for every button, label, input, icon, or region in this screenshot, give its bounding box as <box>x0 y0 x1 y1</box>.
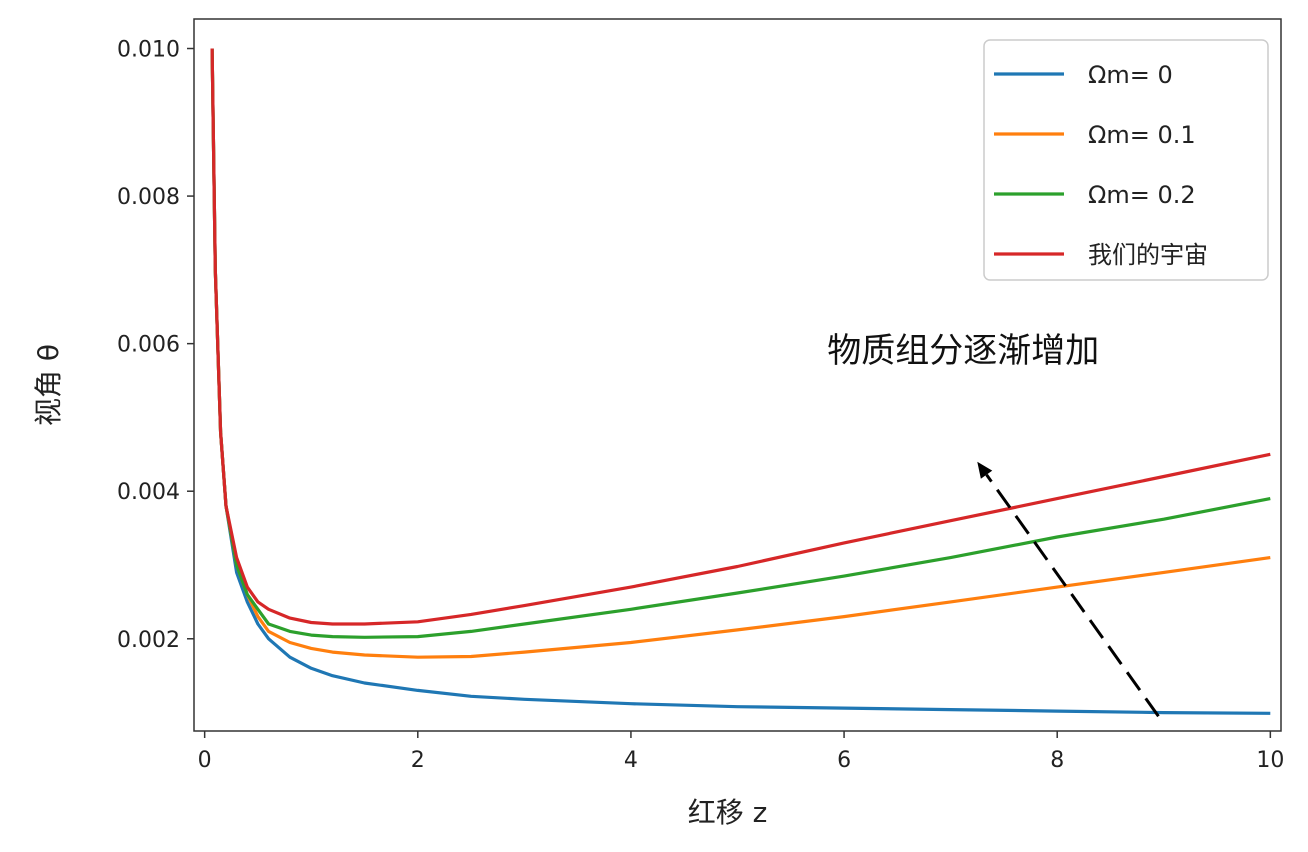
x-tick-label-2: 4 <box>624 748 638 773</box>
legend-label-1: Ωm= 0.1 <box>1088 121 1196 149</box>
legend-label-2: Ωm= 0.2 <box>1088 181 1196 209</box>
x-tick-label-4: 8 <box>1050 748 1064 773</box>
x-tick-label-5: 10 <box>1256 748 1284 773</box>
y-axis-label: 视角 θ <box>32 344 65 426</box>
x-tick-label-3: 6 <box>837 748 851 773</box>
legend-box <box>983 39 1269 281</box>
annotation-arrow-head <box>977 461 993 479</box>
series-group <box>210 48 1271 715</box>
y-tick-label-1: 0.004 <box>117 480 180 505</box>
y-tick-label-4: 0.010 <box>117 38 180 63</box>
series-line-3 <box>210 48 1271 626</box>
y-tick-label-2: 0.006 <box>117 333 180 358</box>
legend-label-3: 我们的宇宙 <box>1088 241 1208 269</box>
x-axis-label: 红移 z <box>688 796 768 829</box>
axes: 0 2 4 6 8 10 0.002 0.004 0.006 0.008 0.010 红移 z 视角 θ <box>32 18 1284 829</box>
y-tick-label-3: 0.008 <box>117 185 180 210</box>
annotation-text: 物质组分逐渐增加 <box>827 331 1099 371</box>
plot-area: 物质组分逐渐增加 <box>210 48 1271 718</box>
legend: Ωm= 0 Ωm= 0.1 Ωm= 0.2 我们的宇宙 <box>983 39 1269 281</box>
axes-frame <box>193 18 1282 732</box>
annotation-arrow-shaft <box>985 473 1160 718</box>
x-tick-label-0: 0 <box>198 748 212 773</box>
x-tick-label-1: 2 <box>411 748 425 773</box>
y-tick-label-0: 0.002 <box>117 628 180 653</box>
legend-label-0: Ωm= 0 <box>1088 61 1173 89</box>
